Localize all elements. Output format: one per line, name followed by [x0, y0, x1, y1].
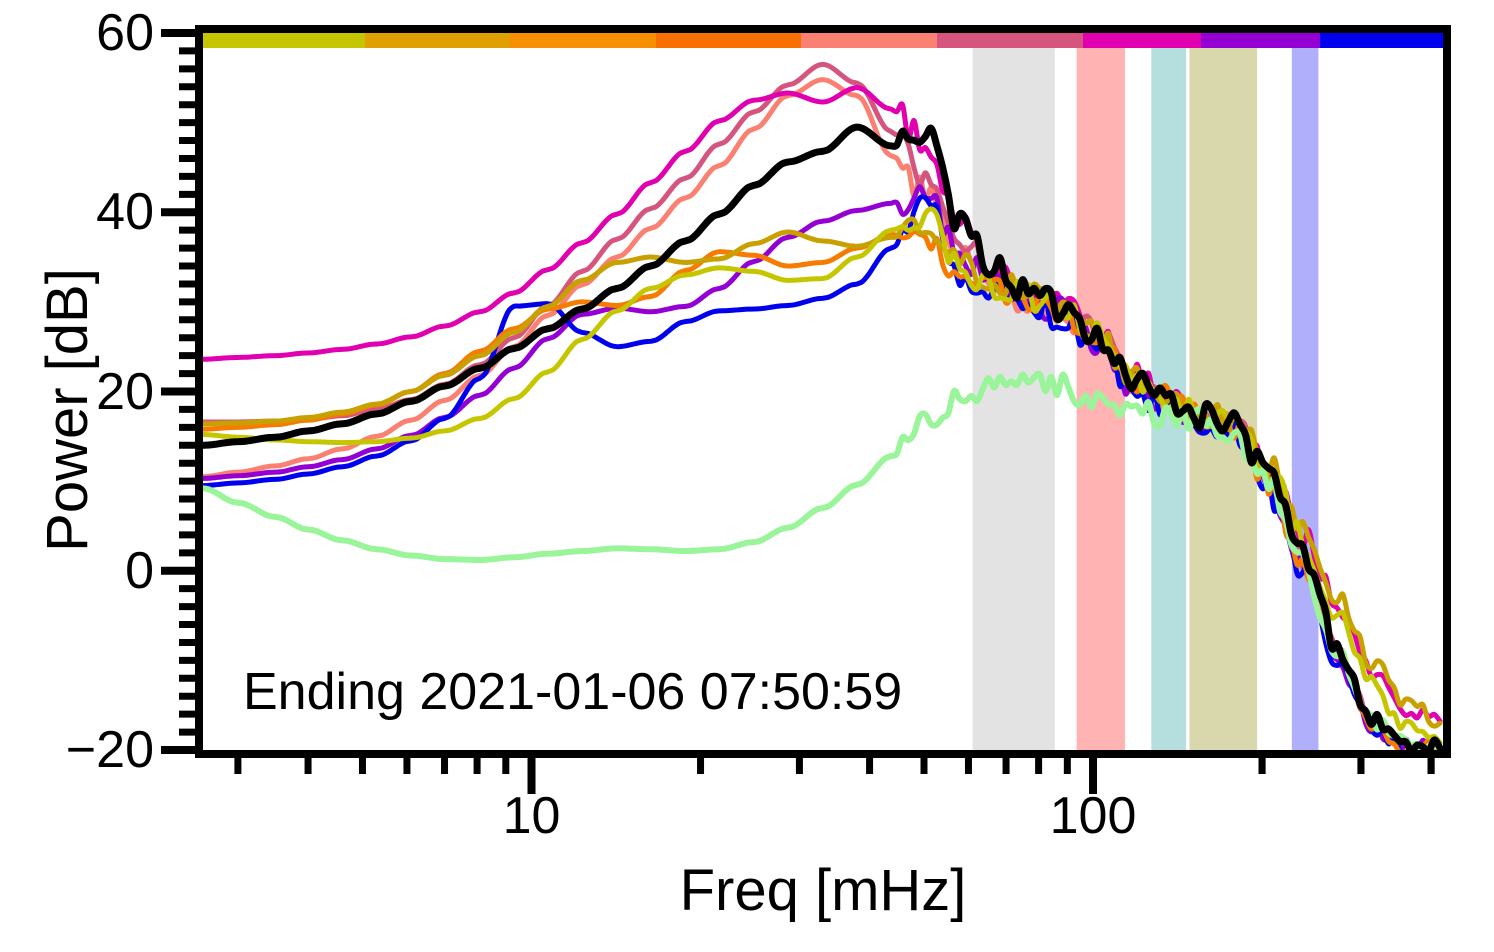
- band-periwinkle: [1291, 33, 1319, 750]
- series-curve-blue-5: [203, 194, 1443, 750]
- top-bar-seg-orange: [655, 33, 802, 48]
- top-bar-seg-blue: [1319, 33, 1443, 48]
- top-bar-seg-darkyellow: [364, 33, 511, 48]
- y-tick-label-40: 40: [96, 183, 154, 242]
- plot-area: Ending 2021-01-06 07:50:59: [203, 33, 1443, 750]
- top-bar-seg-amber: [510, 33, 656, 48]
- top-bar-seg-yellow: [203, 33, 365, 48]
- band-khaki: [1189, 33, 1258, 750]
- x-tick-label-10: 10: [502, 787, 561, 845]
- top-bar-seg-rose: [937, 33, 1083, 48]
- x-axis-title: Freq [mHz]: [679, 858, 967, 923]
- top-bar-seg-purple: [1201, 33, 1320, 48]
- band-pink: [1076, 33, 1125, 750]
- y-tick-label-0: 0: [125, 541, 154, 600]
- top-color-bar: [203, 33, 1443, 48]
- series-mean: [203, 123, 1443, 750]
- top-bar-seg-magenta: [1082, 33, 1202, 48]
- y-tick-label-60: 60: [96, 4, 154, 62]
- band-gray: [972, 33, 1055, 750]
- y-tick-label--20: −20: [65, 721, 154, 779]
- x-tick-label-100: 100: [1049, 787, 1137, 845]
- ending-timestamp-annotation: Ending 2021-01-06 07:50:59: [243, 663, 903, 721]
- series-canvas: [203, 33, 1443, 750]
- top-bar-seg-salmon: [801, 33, 938, 48]
- series-curve-lightgreen-9: [203, 370, 1443, 750]
- y-tick-label-20: 20: [96, 362, 154, 421]
